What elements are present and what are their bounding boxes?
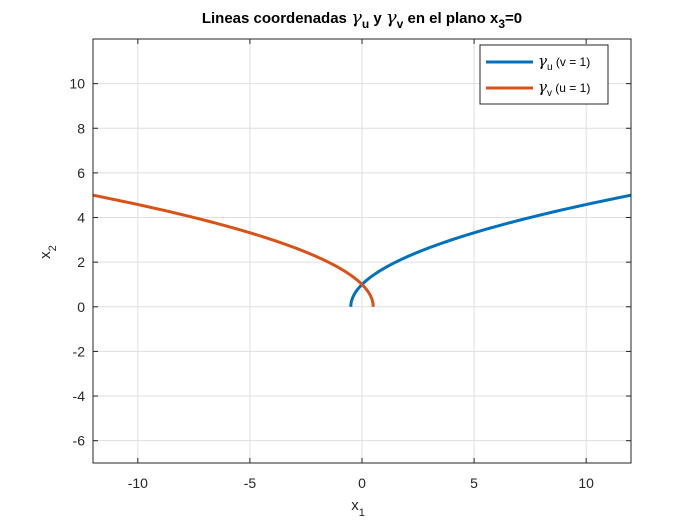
series-gamma-u-line bbox=[349, 193, 631, 308]
chart-title: Lineas coordenadas γu y γv en el plano x… bbox=[202, 7, 522, 31]
x-tick-label: -10 bbox=[128, 475, 148, 491]
legend-box bbox=[479, 44, 609, 105]
y-tick-label: 0 bbox=[77, 299, 85, 315]
y-tick-label: 10 bbox=[69, 76, 85, 92]
tick-marks bbox=[93, 39, 631, 463]
legend-entry-gamma-v: γv (u = 1) bbox=[538, 78, 590, 99]
y-tick-label: -6 bbox=[73, 433, 86, 449]
y-tick-label: 8 bbox=[77, 120, 85, 136]
y-tick-label: -4 bbox=[73, 388, 86, 404]
series-layer bbox=[93, 193, 631, 308]
x-tick-label: 0 bbox=[358, 475, 366, 491]
x-axis-label: x1 bbox=[351, 497, 365, 519]
legend[interactable]: γu (v = 1) γv (u = 1) bbox=[479, 44, 609, 105]
series-gamma-v-line bbox=[93, 193, 375, 308]
x-tick-label: -5 bbox=[244, 475, 257, 491]
y-tick-label: 4 bbox=[77, 210, 85, 226]
x-tick-label: 10 bbox=[578, 475, 594, 491]
y-axis-label: x2 bbox=[37, 245, 59, 259]
legend-entry-gamma-u: γu (v = 1) bbox=[538, 52, 590, 73]
y-tick-label: 6 bbox=[77, 165, 85, 181]
x-tick-label: 5 bbox=[470, 475, 478, 491]
x-tick-labels: -10 -5 0 5 10 bbox=[128, 475, 594, 491]
grid-lines bbox=[93, 39, 631, 463]
y-tick-label: -2 bbox=[73, 343, 86, 359]
y-tick-label: 2 bbox=[77, 254, 85, 270]
y-tick-labels: -6 -4 -2 0 2 4 6 8 10 bbox=[69, 76, 85, 449]
